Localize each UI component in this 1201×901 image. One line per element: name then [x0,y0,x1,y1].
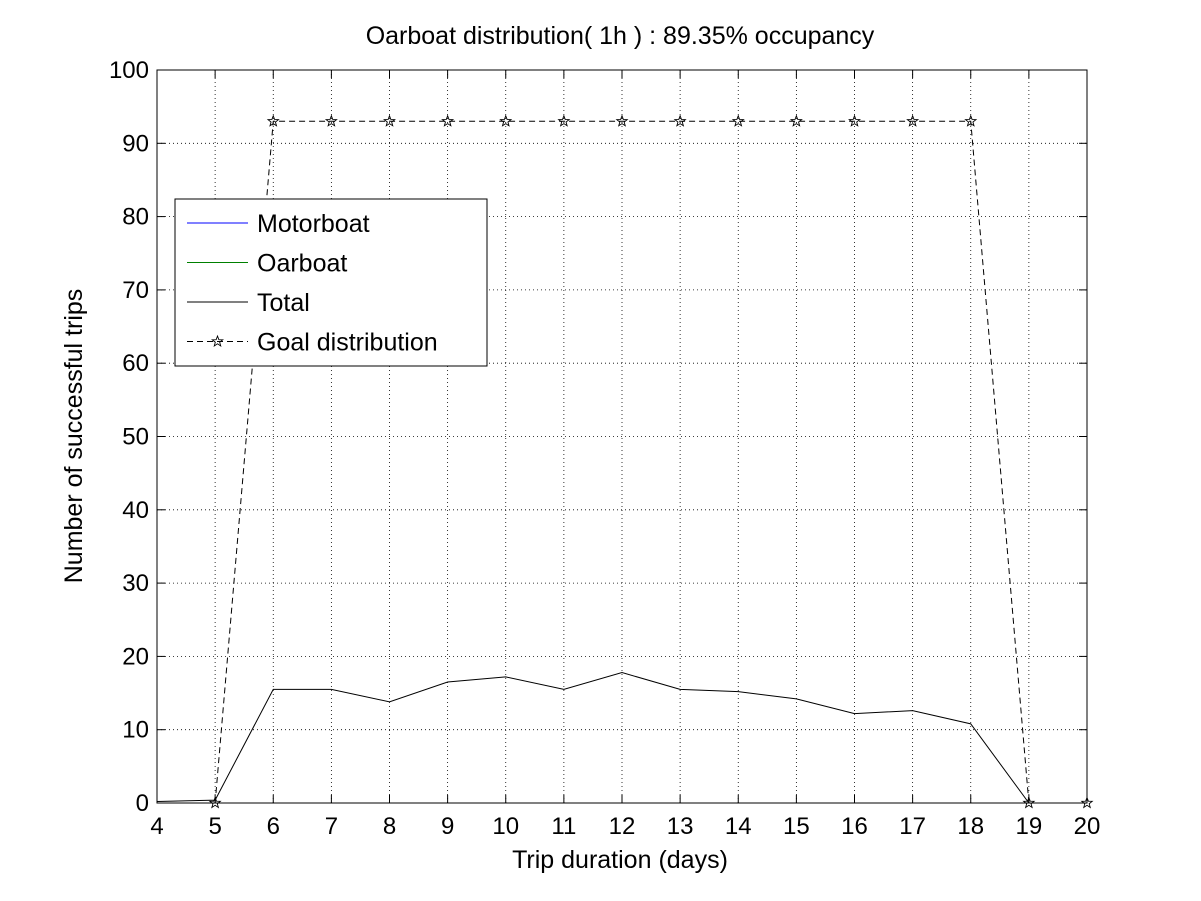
y-tick-label: 20 [122,643,149,670]
y-tick-label: 100 [109,57,149,84]
x-tick-labels: 4 5 6 7 8 9 10 11 12 13 14 15 16 17 18 19 20 [150,813,1100,840]
goal-point-marker [1080,796,1094,809]
goal-point-marker [383,114,396,127]
goal-point-marker [557,114,571,127]
x-tick-label: 10 [492,813,519,840]
y-tick-label: 0 [136,790,149,817]
y-tick-label: 10 [122,717,149,744]
legend-entries: Motorboat Oarboat Total Goal distribution [187,210,438,357]
x-tick-label: 4 [150,813,163,840]
goal-point-marker [499,114,513,127]
grid-lines [157,70,1087,803]
legend: Motorboat Oarboat Total Goal distribution [174,198,488,367]
goal-point-marker [789,114,803,127]
goal-point-marker [964,114,978,127]
plot-area [156,69,1094,809]
x-tick-label: 16 [841,813,868,840]
goal-point-marker [906,114,920,127]
y-tick-label: 50 [122,424,149,451]
goal-point-marker [441,114,455,127]
y-tick-label: 40 [122,497,149,524]
y-axis-label: Number of successful trips [60,289,88,584]
x-axis-label: Trip duration (days) [512,846,728,874]
legend-label-total: Total [257,289,310,317]
legend-label-goal-distribution: Goal distribution [257,329,438,357]
x-tick-label: 9 [441,813,454,840]
x-tick-label: 13 [667,813,694,840]
y-tick-label: 80 [122,204,149,231]
x-tick-label: 17 [899,813,926,840]
x-tick-label: 14 [725,813,752,840]
series-line-goal-distribution [214,120,1087,804]
y-tick-label: 90 [122,130,149,157]
x-tick-label: 11 [551,813,576,840]
legend-label-motorboat: Motorboat [257,210,370,238]
x-tick-label: 8 [383,813,396,840]
axis-ticks [156,69,1088,804]
x-tick-label: 7 [325,813,338,840]
goal-point-marker [324,114,338,127]
series-line-total [156,672,1087,804]
x-tick-label: 18 [957,813,984,840]
goal-point-marker [208,796,222,809]
goal-point-marker [266,114,280,127]
legend-marker-goal-distribution [211,334,224,347]
y-tick-label: 30 [122,570,149,597]
y-tick-label: 70 [122,277,149,304]
goal-point-marker [673,114,687,127]
x-tick-label: 20 [1074,813,1101,840]
goal-point-marker [615,114,629,127]
x-tick-label: 5 [208,813,221,840]
y-tick-labels: 0 10 20 30 40 50 60 70 80 90 100 [109,57,149,817]
chart-title: Oarboat distribution( 1h ) : 89.35% occu… [366,22,875,50]
legend-box [174,198,488,367]
goal-point-marker [1022,796,1036,809]
x-tick-label: 15 [783,813,810,840]
x-tick-label: 6 [267,813,280,840]
x-tick-label: 19 [1016,813,1043,840]
x-tick-label: 12 [609,813,636,840]
y-tick-label: 60 [122,350,149,377]
goal-point-marker [731,114,745,127]
legend-label-oarboat: Oarboat [257,250,347,278]
goal-point-marker [848,114,861,127]
